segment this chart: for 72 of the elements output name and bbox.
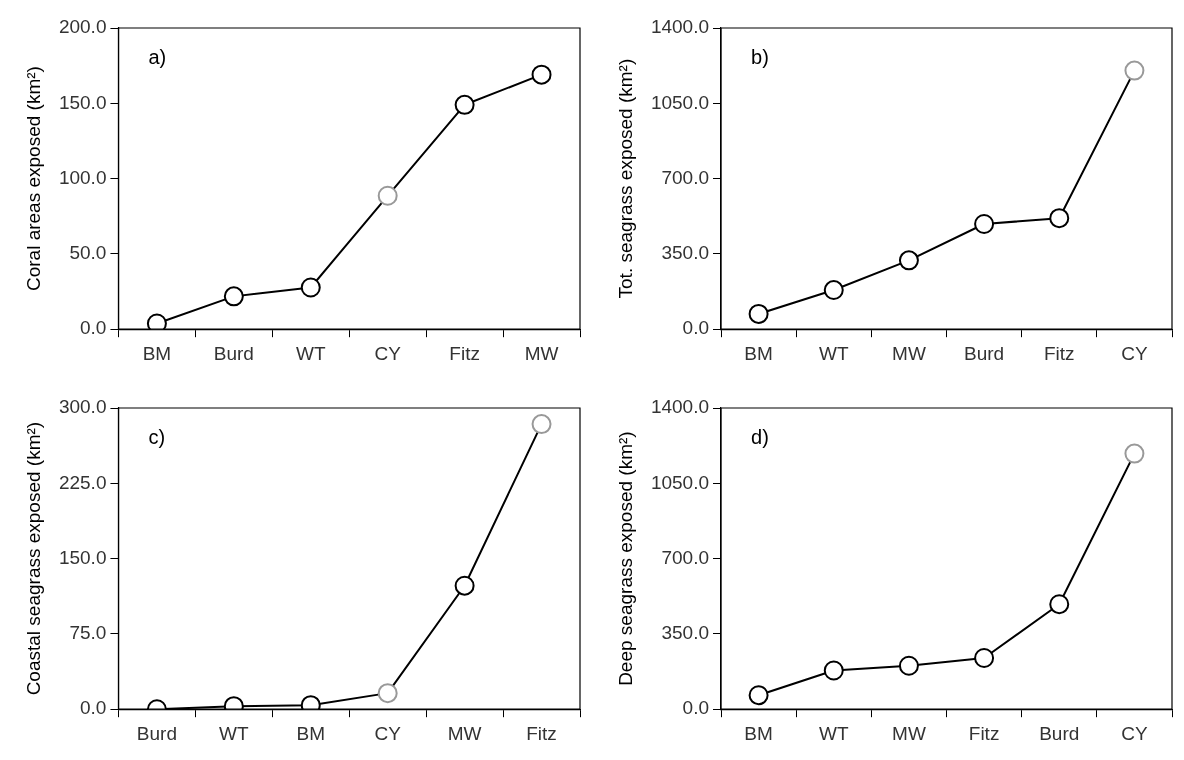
annotation: c) [148,425,166,448]
x-tick-label: WT [295,342,326,364]
x-tick-label: Fitz [526,722,557,744]
x-tick-label: Burd [964,342,1005,364]
x-tick-label: BM [296,722,326,744]
y-tick-label: 200.0 [58,16,107,38]
y-tick-label: 700.0 [661,166,710,188]
y-tick-label: 150.0 [58,546,107,568]
point [146,313,167,330]
y-tick-label: 350.0 [661,242,710,264]
x-tick-label: WT [818,342,849,364]
point [300,277,321,298]
x-tick-label: CY [374,722,402,744]
x-tick-label: MW [447,722,482,744]
y-tick-label: 1050.0 [650,471,710,493]
annotation: a) [148,45,167,68]
y-tick-label: 700.0 [661,546,710,568]
point [1124,443,1145,464]
y-tick-label: 150.0 [58,91,107,113]
point [1049,594,1070,615]
y-tick-label: 50.0 [69,242,107,264]
point [823,660,844,681]
y-tick-label: 1050.0 [650,91,710,113]
x-tick-label: MW [892,722,926,744]
y-tick-label: 100.0 [58,166,107,188]
point [974,648,995,668]
x-tick-label: MW [524,342,559,364]
x-tick-label: Fitz [449,342,480,364]
point [748,303,769,324]
y-tick-label: 1400.0 [650,16,710,38]
point [531,64,552,85]
x-tick-label: CY [374,342,402,364]
point [898,250,919,271]
point [898,655,919,676]
x-tick-label: WT [219,722,249,744]
y-tick-label: 300.0 [58,396,107,418]
point [1049,208,1070,229]
point [531,414,552,435]
y-tick-label: 0.0 [682,317,710,339]
x-tick-label: Fitz [968,722,1000,744]
y-axis-title: Coral areas exposed (km²) [22,66,44,292]
x-tick-label: BM [142,342,172,364]
y-axis-title: Deep seagrass exposed (km²) [614,431,636,686]
y-tick-label: 0.0 [80,317,107,339]
point [454,94,475,115]
point [377,185,398,206]
x-tick-label: WT [818,722,849,744]
y-tick-label: 1400.0 [650,396,710,418]
annotation: d) [751,425,769,448]
point [454,575,475,596]
y-tick-label: 350.0 [661,622,710,644]
annotation: b) [751,45,769,68]
x-tick-label: MW [892,342,926,364]
y-axis-title: Tot. seagrass exposed (km²) [614,58,636,299]
y-tick-label: 75.0 [69,622,107,644]
y-tick-label: 225.0 [58,471,107,493]
point [823,280,844,301]
x-tick-label: Burd [213,342,254,364]
point [1124,60,1145,81]
point [748,685,769,706]
x-tick-label: Burd [136,722,177,744]
y-tick-label: 0.0 [682,697,710,719]
x-tick-label: CY [1121,722,1148,744]
x-tick-label: BM [744,722,773,744]
point [974,214,995,234]
x-tick-label: Fitz [1043,342,1075,364]
x-tick-label: Burd [1039,722,1080,744]
y-axis-title: Coastal seagrass exposed (km²) [22,421,44,696]
x-tick-label: BM [744,342,773,364]
y-tick-label: 0.0 [80,697,107,719]
x-tick-label: CY [1121,342,1148,364]
point [223,286,244,307]
